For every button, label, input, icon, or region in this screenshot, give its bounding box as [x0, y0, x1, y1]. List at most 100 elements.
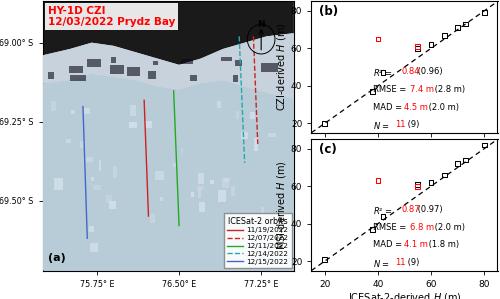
Polygon shape: [94, 185, 101, 190]
Text: (0.96): (0.96): [415, 67, 443, 76]
Point: [454, 25, 462, 30]
Polygon shape: [210, 179, 214, 184]
Text: 11: 11: [394, 258, 405, 267]
Polygon shape: [113, 166, 116, 178]
Text: (2.0 m): (2.0 m): [432, 223, 464, 232]
Polygon shape: [71, 110, 74, 114]
Polygon shape: [254, 138, 258, 150]
Text: RMSE =: RMSE =: [373, 85, 408, 94]
Polygon shape: [128, 67, 140, 76]
Point: [414, 44, 422, 49]
Text: (2.8 m): (2.8 m): [432, 85, 464, 94]
Polygon shape: [85, 157, 93, 162]
Y-axis label: MSI-derived $H$ (m): MSI-derived $H$ (m): [275, 160, 288, 250]
Polygon shape: [50, 100, 56, 111]
Polygon shape: [148, 71, 156, 79]
Polygon shape: [173, 164, 177, 167]
Text: 0.84: 0.84: [402, 67, 420, 76]
Polygon shape: [54, 178, 62, 190]
Text: 4.5 m: 4.5 m: [404, 103, 428, 112]
Point: [320, 121, 328, 126]
Point: [414, 46, 422, 51]
Point: [480, 10, 488, 15]
Text: 0.87: 0.87: [402, 205, 420, 214]
Polygon shape: [66, 139, 71, 143]
Point: [320, 257, 328, 262]
Point: [374, 36, 382, 41]
Text: MAD =: MAD =: [373, 103, 404, 112]
Polygon shape: [84, 108, 90, 114]
Text: $R²$ =: $R²$ =: [373, 67, 394, 78]
Polygon shape: [90, 242, 98, 252]
Polygon shape: [110, 201, 116, 209]
Text: 6.8 m: 6.8 m: [410, 223, 434, 232]
Text: (0.97): (0.97): [415, 205, 443, 214]
Polygon shape: [69, 66, 82, 73]
Polygon shape: [234, 60, 242, 66]
Point: [462, 158, 469, 162]
Polygon shape: [198, 173, 204, 184]
Polygon shape: [87, 59, 101, 67]
Polygon shape: [42, 74, 294, 271]
X-axis label: ICESat-2-derived $H$ (m): ICESat-2-derived $H$ (m): [348, 292, 462, 299]
Point: [368, 89, 376, 94]
Polygon shape: [222, 178, 230, 188]
Text: $N$ =: $N$ =: [373, 258, 390, 269]
Polygon shape: [236, 111, 239, 119]
Polygon shape: [99, 160, 102, 171]
Polygon shape: [191, 193, 194, 197]
Polygon shape: [130, 105, 136, 116]
Polygon shape: [218, 190, 226, 202]
Polygon shape: [48, 72, 54, 79]
Polygon shape: [196, 186, 204, 190]
Polygon shape: [112, 57, 116, 63]
Text: (2.0 m): (2.0 m): [426, 103, 459, 112]
Point: [414, 182, 422, 187]
Polygon shape: [262, 207, 264, 218]
Point: [480, 143, 488, 147]
Text: $R²$ =: $R²$ =: [373, 205, 394, 216]
Polygon shape: [70, 75, 86, 81]
Text: MAD =: MAD =: [373, 240, 404, 249]
Text: RMSE =: RMSE =: [373, 223, 408, 232]
Point: [440, 33, 448, 38]
Polygon shape: [199, 202, 205, 212]
Text: $N$ =: $N$ =: [373, 120, 390, 131]
Polygon shape: [180, 148, 184, 155]
Polygon shape: [156, 171, 164, 180]
Polygon shape: [221, 57, 232, 61]
Polygon shape: [216, 101, 221, 108]
Polygon shape: [224, 178, 230, 182]
Point: [440, 173, 448, 177]
Polygon shape: [80, 141, 86, 148]
Point: [427, 42, 435, 47]
Point: [414, 184, 422, 189]
Point: [368, 227, 376, 232]
Polygon shape: [92, 177, 94, 181]
Polygon shape: [160, 197, 163, 202]
Text: (9): (9): [405, 120, 419, 129]
Y-axis label: CZI-derived $H$ (m): CZI-derived $H$ (m): [275, 23, 288, 111]
Text: HY-1D CZI
12/03/2022 Prydz Bay: HY-1D CZI 12/03/2022 Prydz Bay: [48, 5, 175, 27]
Polygon shape: [89, 226, 94, 232]
Polygon shape: [106, 196, 112, 203]
Polygon shape: [262, 63, 278, 71]
Legend: 11/19/2022, 12/07/2022, 12/11/2022, 12/14/2022, 12/15/2022: 11/19/2022, 12/07/2022, 12/11/2022, 12/1…: [224, 213, 292, 269]
Text: (9): (9): [405, 258, 419, 267]
Polygon shape: [110, 65, 124, 74]
Polygon shape: [198, 188, 201, 198]
Polygon shape: [42, 1, 294, 65]
Polygon shape: [268, 133, 276, 137]
Polygon shape: [250, 112, 255, 119]
Point: [462, 22, 469, 26]
Polygon shape: [241, 132, 248, 139]
Polygon shape: [153, 61, 158, 65]
Text: (c): (c): [319, 143, 336, 156]
Point: [379, 70, 387, 75]
Text: (1.8 m): (1.8 m): [426, 240, 459, 249]
Polygon shape: [181, 59, 193, 64]
Point: [454, 161, 462, 166]
Point: [374, 178, 382, 183]
Text: (b): (b): [319, 5, 338, 19]
Text: 4.1 m: 4.1 m: [404, 240, 428, 249]
